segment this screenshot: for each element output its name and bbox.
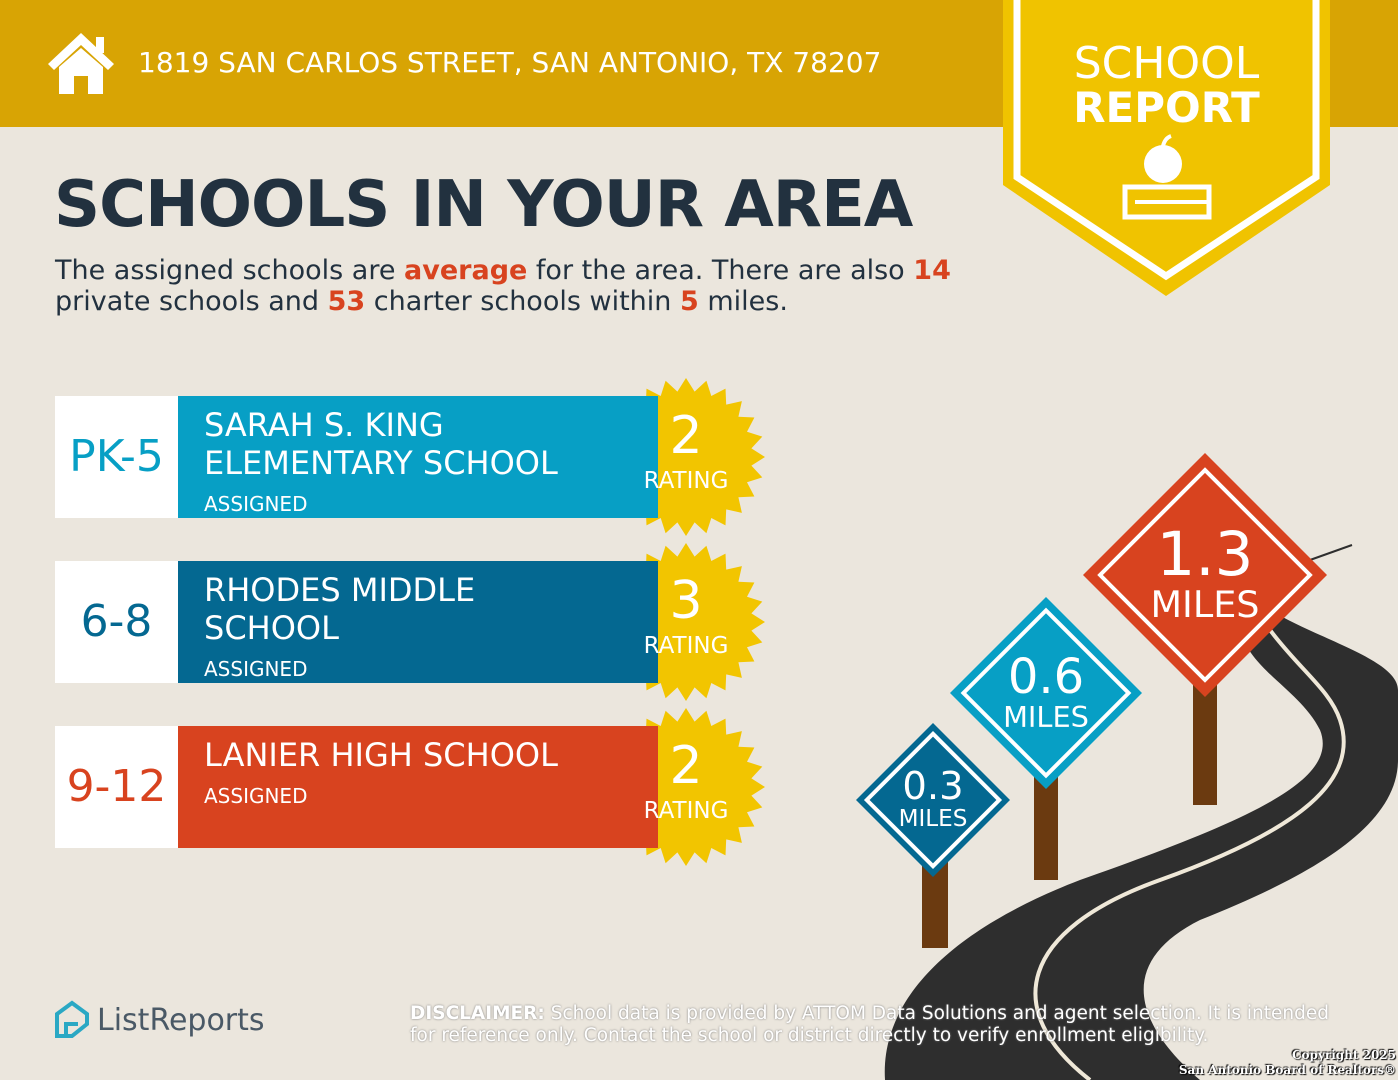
school-name: SCHOOL [204,609,339,647]
summary-text: charter schools within [365,286,680,317]
sign [950,597,1142,789]
rating: 2 [669,736,703,796]
summary-text: miles. [698,286,788,317]
emphasis: average [404,255,528,286]
school-name: SARAH S. KING [204,406,444,444]
school-name: ELEMENTARY SCHOOL [204,444,558,482]
summary-text: for the area. There are also [527,255,914,286]
sign-unit: MILES [898,805,968,832]
status: ASSIGNED [204,492,308,516]
house-icon [48,33,114,94]
disclaimer-label: DISCLAIMER: [410,1003,545,1024]
rating-label: RATING [643,633,729,659]
copyright-line: Copyright 2025 [1291,1048,1396,1062]
emphasis: 53 [327,286,366,317]
disclaimer: DISCLAIMER: School data is provided by A… [410,1003,1329,1047]
grades: PK-5 [69,431,164,482]
rating-label: RATING [643,798,729,824]
sign-distance: 1.3 [1156,518,1254,590]
rating-label: RATING [643,468,729,494]
sign-border [863,730,1003,870]
rating: 3 [669,571,703,631]
school-name: LANIER HIGH SCHOOL [204,736,558,774]
signs [856,453,1327,948]
summary: The assigned schools are average for the… [55,255,985,317]
disclaimer-text: School data is provided by ATTOM Data So… [550,1003,1329,1024]
badge-outline [1013,0,1320,281]
emphasis: 14 [913,255,951,286]
school-name: RHODES MIDDLE [204,571,476,609]
badge-line: SCHOOL [1073,38,1260,89]
disclaimer-text: for reference only. Contact the school o… [410,1025,1209,1046]
copyright-line: San Antonio Board of Realtors® [1178,1063,1396,1077]
school-band [178,396,658,518]
grades: 6-8 [80,596,153,647]
address: 1819 SAN CARLOS STREET, SAN ANTONIO, TX … [138,46,882,79]
logo-text: ListReports [97,1003,265,1038]
sign [1083,453,1327,697]
status: ASSIGNED [204,657,308,681]
sign-distance: 0.6 [1007,648,1085,705]
sign-distance: 0.3 [902,763,964,809]
summary-text: private schools and [55,286,328,317]
sign [856,723,1010,877]
sign-unit: MILES [1150,583,1260,627]
grade-box [55,726,178,848]
school-band [178,726,658,848]
sign-border [1097,467,1313,683]
badge-line: REPORT [1073,83,1260,132]
rating: 2 [669,406,703,466]
school-band [178,561,658,683]
summary-text: The assigned schools are [55,255,405,286]
grade-box [55,561,178,683]
sign-border [960,607,1132,779]
road [884,544,1398,1080]
copyright: Copyright 2025 San Antonio Board of Real… [1179,1048,1396,1078]
emphasis: 5 [679,286,699,317]
apple-book-icon [1122,134,1212,220]
title: SCHOOLS IN YOUR AREA [54,168,913,242]
listreports-logo-icon [55,1000,89,1038]
grade-box [55,396,178,518]
sign-unit: MILES [1003,699,1089,734]
status: ASSIGNED [204,784,308,808]
grades: 9-12 [66,761,167,812]
